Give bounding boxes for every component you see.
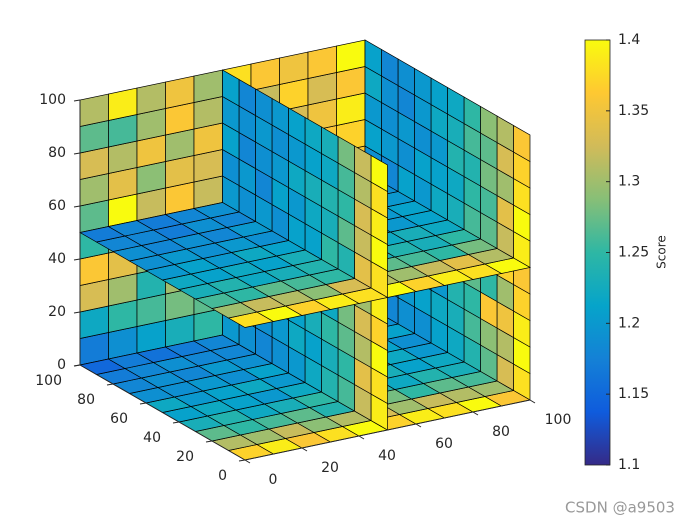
x-tick (415, 423, 422, 428)
colorbar-tick-label: 1.35 (618, 103, 649, 119)
slice-cell (307, 45, 337, 79)
colorbar-tick-label: 1.2 (618, 315, 640, 331)
y-tick (172, 421, 180, 424)
z-tick (73, 258, 81, 261)
z-tick (73, 205, 81, 208)
z-tick-label: 40 (48, 251, 66, 267)
x-tick (358, 435, 365, 440)
slice-cell (136, 81, 166, 115)
colorbar-tick-label: 1.4 (618, 32, 640, 48)
colorbar-tick-label: 1.25 (618, 245, 649, 261)
y-tick (106, 383, 114, 386)
colorbar-tick-label: 1.3 (618, 174, 640, 190)
y-tick (205, 440, 213, 443)
z-tick-label: 100 (39, 92, 66, 108)
y-tick-label: 20 (176, 449, 194, 465)
axis-line (79, 364, 246, 461)
x-tick (301, 447, 308, 452)
slice-cell (364, 39, 382, 77)
watermark: CSDN @a9503 (565, 499, 675, 517)
x-tick (529, 399, 536, 404)
colorbar (584, 39, 611, 466)
y-tick-label: 60 (110, 411, 128, 427)
slice-cell (193, 69, 223, 103)
y-tick (238, 459, 246, 462)
slice-cell (222, 69, 240, 107)
x-tick-label: 20 (321, 460, 339, 476)
colorbar-label: Score (655, 235, 669, 269)
x-tick (472, 411, 479, 416)
slice-cell (250, 57, 280, 91)
slice-cell (279, 51, 309, 85)
x-tick-label: 60 (435, 436, 453, 452)
x-tick-label: 80 (492, 424, 510, 440)
slice-cell (193, 202, 240, 219)
z-tick (73, 99, 81, 102)
slice-cell (336, 39, 366, 73)
colorbar-tick-label: 1.1 (618, 457, 640, 473)
y-tick-label: 40 (143, 430, 161, 446)
y-tick-label: 100 (35, 373, 62, 389)
axis-line (244, 399, 531, 461)
z-tick-label: 20 (48, 304, 66, 320)
y-tick-label: 0 (218, 468, 227, 484)
x-tick (244, 459, 251, 464)
colorbar-tick-label: 1.15 (618, 386, 649, 402)
y-tick (73, 364, 81, 367)
x-tick-label: 100 (545, 412, 572, 428)
z-tick-label: 60 (48, 198, 66, 214)
slice-cell (79, 93, 109, 127)
z-tick-label: 0 (57, 357, 66, 373)
z-tick (73, 152, 81, 155)
x-tick-label: 0 (269, 472, 278, 488)
y-tick (139, 402, 147, 405)
z-tick (73, 311, 81, 314)
y-tick-label: 80 (77, 392, 95, 408)
x-tick-label: 40 (378, 448, 396, 464)
slice-cell (108, 87, 138, 121)
slice-cell (165, 75, 195, 109)
z-tick-label: 80 (48, 145, 66, 161)
